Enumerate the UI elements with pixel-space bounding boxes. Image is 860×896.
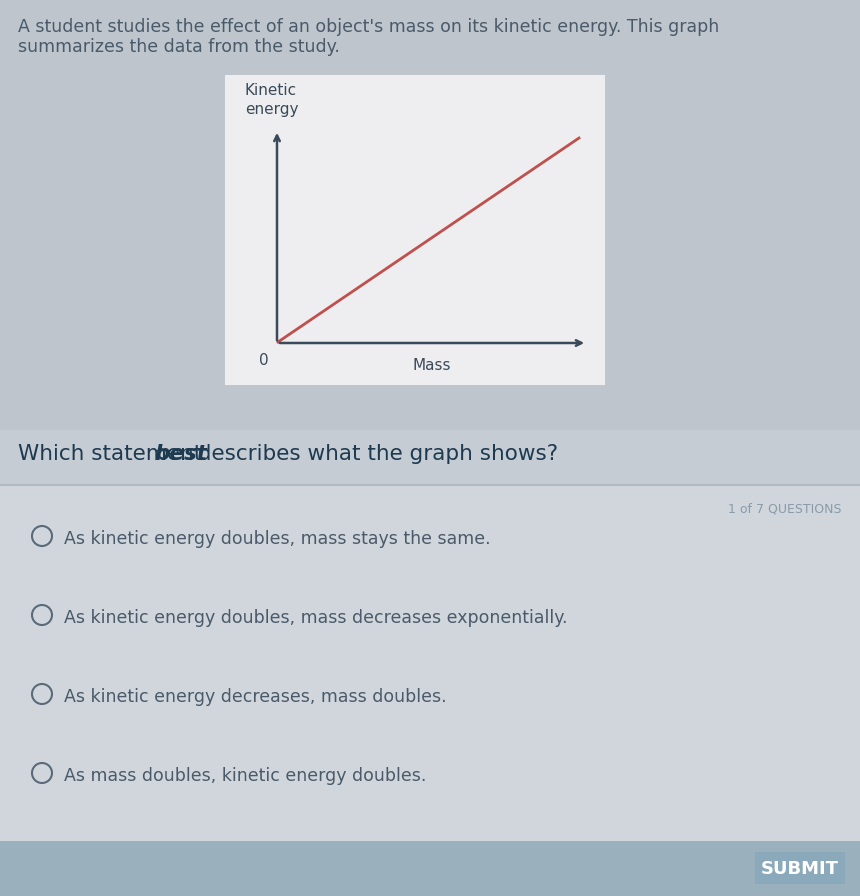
Text: best: best xyxy=(154,444,207,464)
Text: summarizes the data from the study.: summarizes the data from the study. xyxy=(18,38,340,56)
Bar xyxy=(755,852,845,884)
Bar xyxy=(225,75,605,385)
Text: Which statement: Which statement xyxy=(18,444,202,464)
Text: Kinetic
energy: Kinetic energy xyxy=(245,83,298,116)
Text: describes what the graph shows?: describes what the graph shows? xyxy=(191,444,558,464)
Text: As kinetic energy doubles, mass stays the same.: As kinetic energy doubles, mass stays th… xyxy=(64,530,490,548)
Text: As mass doubles, kinetic energy doubles.: As mass doubles, kinetic energy doubles. xyxy=(64,767,427,785)
Text: Mass: Mass xyxy=(413,358,452,373)
Bar xyxy=(0,841,860,896)
Text: 0: 0 xyxy=(260,353,269,368)
Text: A student studies the effect of an object's mass on its kinetic energy. This gra: A student studies the effect of an objec… xyxy=(18,18,719,36)
Bar xyxy=(0,485,860,841)
Bar xyxy=(0,430,860,485)
Text: As kinetic energy decreases, mass doubles.: As kinetic energy decreases, mass double… xyxy=(64,688,446,706)
Text: 1 of 7 QUESTIONS: 1 of 7 QUESTIONS xyxy=(728,503,842,516)
Text: As kinetic energy doubles, mass decreases exponentially.: As kinetic energy doubles, mass decrease… xyxy=(64,609,568,627)
Text: SUBMIT: SUBMIT xyxy=(761,859,839,877)
